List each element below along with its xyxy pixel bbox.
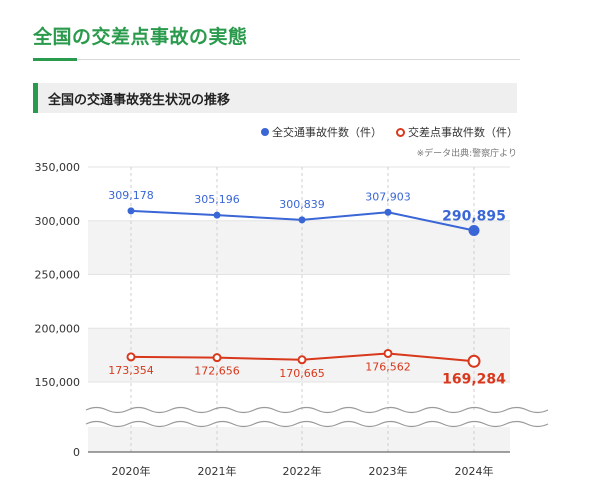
data-label: 309,178 <box>108 189 154 202</box>
data-label: 173,354 <box>108 364 154 377</box>
y-tick-label: 0 <box>73 446 80 459</box>
y-tick-label: 150,000 <box>35 376 81 389</box>
data-point <box>467 354 481 368</box>
legend-label-total: 全交通事故件数（件） <box>272 126 382 139</box>
hollow-dot-icon <box>396 127 405 137</box>
section-header-accent <box>33 83 38 113</box>
data-label: 170,665 <box>279 367 325 380</box>
y-tick-label: 200,000 <box>35 322 81 335</box>
data-point <box>383 348 393 358</box>
data-label: 305,196 <box>194 193 240 206</box>
x-tick-label: 2021年 <box>198 464 237 478</box>
y-tick-label: 250,000 <box>35 269 81 282</box>
data-point <box>384 208 392 216</box>
data-point <box>468 225 480 237</box>
legend-label-intersection: 交差点事故件数（件） <box>408 126 518 139</box>
grid-band <box>88 427 510 452</box>
filled-dot-icon <box>261 128 269 136</box>
source-note: ※データ出典:警察庁より <box>416 149 517 159</box>
data-point <box>126 352 136 362</box>
grid-band <box>88 220 510 275</box>
y-tick-label: 350,000 <box>35 161 81 174</box>
title-divider-accent <box>33 58 77 61</box>
data-label: 307,903 <box>365 190 411 203</box>
data-point <box>213 211 221 219</box>
axis-break-gap <box>86 410 516 424</box>
axis-break-wave-top <box>85 406 549 414</box>
grid-band <box>88 328 510 382</box>
data-point <box>127 207 135 215</box>
x-tick-label: 2023年 <box>369 464 408 478</box>
data-point <box>298 216 306 224</box>
data-label: 172,656 <box>194 365 240 378</box>
x-tick-label: 2022年 <box>283 464 322 478</box>
data-point <box>212 353 222 363</box>
data-label: 176,562 <box>365 360 411 373</box>
data-label: 300,839 <box>279 198 325 211</box>
legend-item-total: 全交通事故件数（件） <box>261 124 382 140</box>
axis-break-wave-bottom <box>85 420 549 428</box>
legend-item-intersection: 交差点事故件数（件） <box>396 124 518 140</box>
x-tick-label: 2024年 <box>455 464 494 478</box>
title-divider <box>33 59 520 60</box>
section-header <box>33 83 517 113</box>
x-tick-label: 2020年 <box>112 464 151 478</box>
data-label: 169,284 <box>442 371 506 387</box>
data-point <box>297 355 307 365</box>
section-title: 全国の交通事故発生状況の推移 <box>48 93 231 108</box>
page-title: 全国の交差点事故の実態 <box>33 26 248 48</box>
data-label: 290,895 <box>442 209 506 225</box>
chart-legend: 全交通事故件数（件） 交差点事故件数（件） <box>261 124 518 140</box>
y-tick-label: 300,000 <box>35 215 81 228</box>
